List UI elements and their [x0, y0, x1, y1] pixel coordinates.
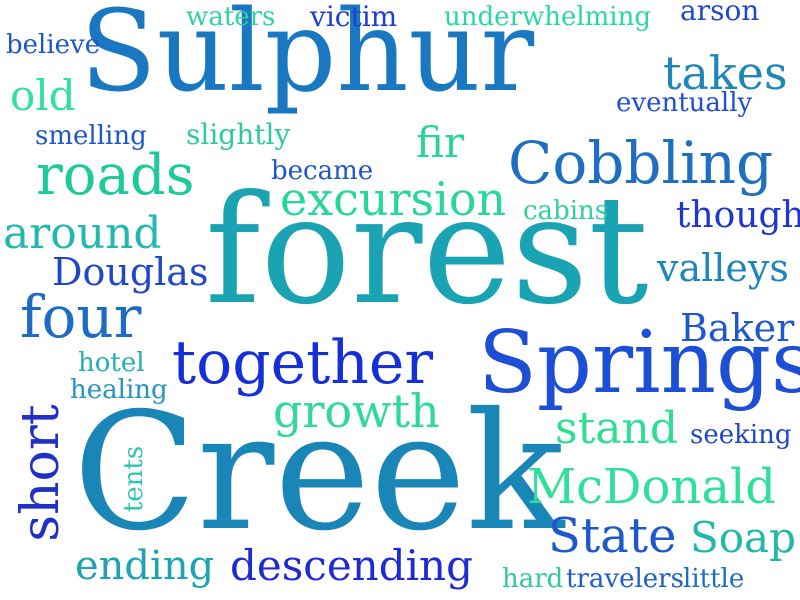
- word-arson: arson: [680, 0, 760, 27]
- word-descending: descending: [230, 541, 473, 590]
- word-springs: Springs: [478, 313, 800, 413]
- word-little: little: [683, 564, 745, 594]
- word-became: became: [271, 156, 374, 186]
- word-douglas: Douglas: [52, 250, 209, 294]
- word-creek: Creek: [73, 379, 565, 567]
- word-growth: growth: [273, 384, 440, 438]
- word-cabins: cabins: [523, 196, 609, 226]
- word-forest: forest: [205, 164, 649, 338]
- word-around: around: [3, 208, 162, 259]
- word-seeking: seeking: [690, 420, 792, 450]
- word-sulphur: Sulphur: [80, 0, 535, 117]
- word-fir: fir: [416, 118, 465, 167]
- word-short: short: [11, 404, 71, 542]
- word-victim: victim: [310, 0, 398, 33]
- word-cobbling: Cobbling: [508, 129, 774, 197]
- word-ending: ending: [75, 543, 215, 589]
- word-stand: stand: [555, 403, 678, 454]
- word-smelling: smelling: [35, 121, 147, 151]
- word-believe: believe: [6, 30, 101, 60]
- word-four: four: [20, 283, 142, 351]
- word-eventually: eventually: [616, 88, 753, 118]
- word-takes: takes: [663, 46, 788, 100]
- word-roads: roads: [36, 143, 195, 208]
- word-hard: hard: [502, 564, 564, 594]
- word-slightly: slightly: [186, 118, 291, 151]
- word-together: together: [172, 328, 434, 398]
- word-mcdonald: McDonald: [527, 459, 777, 515]
- word-state: State: [548, 508, 677, 564]
- word-valleys: valleys: [657, 246, 789, 290]
- word-hotel: hotel: [78, 348, 145, 378]
- word-soap: Soap: [690, 513, 796, 562]
- word-though: though: [676, 195, 800, 236]
- word-baker: Baker: [680, 306, 795, 350]
- word-waters: waters: [186, 2, 276, 32]
- word-travelers: travelers: [566, 564, 684, 594]
- word-tents: tents: [119, 445, 149, 513]
- word-old: old: [10, 71, 76, 120]
- word-underwhelming: underwhelming: [444, 2, 652, 32]
- word-healing: healing: [70, 375, 168, 405]
- word-excursion: excursion: [280, 172, 507, 226]
